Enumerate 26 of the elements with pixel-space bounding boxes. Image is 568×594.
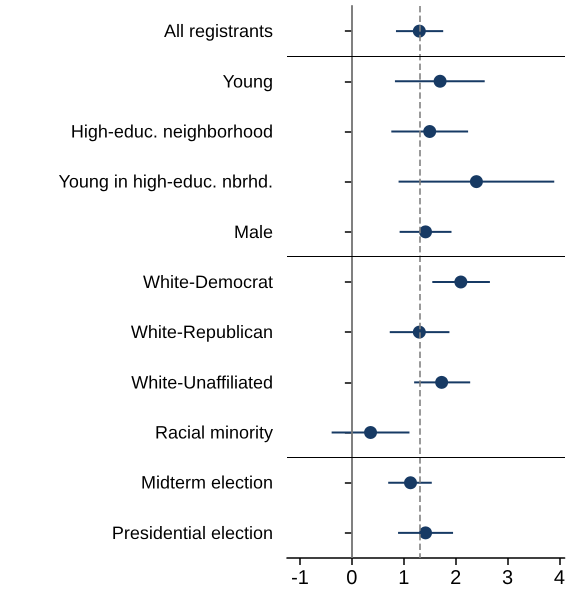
y-tick-label: White-Democrat: [142, 272, 273, 292]
point: [423, 124, 436, 138]
y-tick-label: All registrants: [164, 21, 273, 42]
x-tick-label: 0: [346, 567, 358, 589]
point: [364, 426, 378, 440]
y-tick-label: High-educ. neighborhood: [70, 121, 273, 142]
x-tick-label: 2: [450, 567, 462, 589]
x-tick-label: 4: [554, 567, 565, 589]
y-tick-label: Young: [222, 71, 273, 92]
point: [434, 74, 447, 88]
y-tick-label: White-Unaffiliated: [131, 372, 273, 392]
point: [419, 225, 432, 238]
y-tick-label: White-Republican: [130, 322, 273, 342]
y-tick-label: Midterm election: [140, 472, 273, 493]
point: [419, 526, 432, 540]
y-tick-label: Young in high-educ. nbrhd.: [58, 172, 273, 192]
y-tick-label: Racial minority: [154, 422, 273, 443]
x-tick-label: -1: [291, 567, 309, 589]
y-tick-label: Male: [234, 222, 273, 242]
x-tick-label: 1: [398, 567, 410, 589]
y-tick-label: Presidential election: [112, 522, 273, 543]
point: [404, 476, 418, 490]
point: [435, 376, 448, 389]
point: [470, 175, 483, 188]
x-tick-label: 3: [502, 567, 514, 589]
point: [454, 276, 468, 288]
